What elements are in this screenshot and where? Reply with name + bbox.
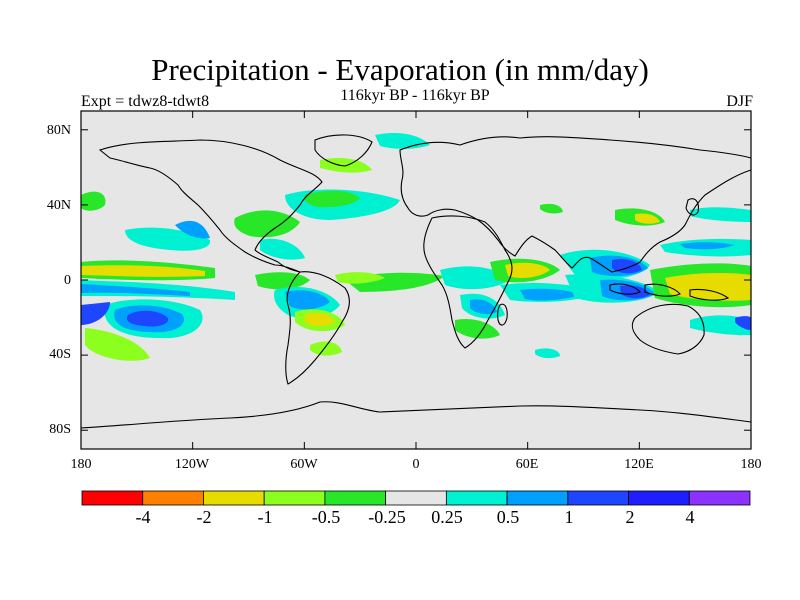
field-patch [620,285,650,299]
season-label: DJF [726,93,753,110]
field-patch [735,316,751,330]
field-patches [81,133,751,361]
lon-tick-label-120w: 120W [174,457,210,472]
field-patch [665,273,751,301]
field-patch [520,288,580,301]
coastline [644,283,681,297]
axis-ticks [80,111,752,449]
field-patch [335,272,385,284]
lon-tick-label-180e: 180 [740,457,762,472]
experiment-label: Expt = tdwz8-tdwt8 [81,93,210,110]
colorbar-swatch [81,490,144,506]
colorbar-swatch [385,490,447,506]
field-patch [535,348,560,359]
field-patch [81,191,106,211]
field-patch [81,265,205,277]
colorbar-label: 0.5 [496,507,520,527]
lon-tick-label-60e: 60E [515,457,539,472]
lat-tick-label-80n: 80N [46,123,71,138]
field-patch [81,302,110,325]
coastline [80,401,752,429]
colorbar-label: -0.25 [368,507,406,527]
colorbar-swatch [324,490,387,506]
colorbar-swatch [628,490,690,506]
lon-tick-label-180w: 180 [70,457,92,472]
lon-tick-label-120e: 120E [624,457,654,472]
lon-tick-label-0: 0 [412,457,420,472]
coastline [314,134,373,167]
colorbar-label: -4 [135,507,151,527]
colorbar-swatch [506,490,569,506]
field-patch [680,242,735,250]
colorbar-label: -2 [196,507,212,527]
field-patch [690,207,751,222]
field-patch [540,203,563,214]
coastline [497,303,508,326]
field-patch [234,210,300,238]
colorbar-swatch [203,490,265,506]
field-patch [505,262,550,278]
lat-tick-label-40s: 40S [49,347,71,362]
lat-tick-label-80s: 80S [49,422,71,437]
field-patch [470,299,497,315]
colorbar-label: 0.25 [431,507,463,527]
page-title: Precipitation - Evaporation (in mm/day) [151,52,649,87]
field-patch [175,220,210,239]
field-patch [285,290,330,310]
colorbar-label: -1 [257,507,273,527]
colorbar-label: 1 [564,507,574,527]
coastline [631,303,705,355]
coastline [423,215,513,349]
coastline [285,271,350,385]
field-patch [440,266,510,290]
colorbar-label: 2 [625,507,635,527]
lat-tick-label-40n: 40N [46,198,71,213]
colorbar-swatch [142,490,204,506]
field-patch [304,190,360,208]
coastline [609,283,641,295]
field-patch [635,213,660,224]
colorbar [81,490,751,506]
field-patch [260,238,305,260]
field-patch [85,328,150,361]
colorbar-label: 4 [685,507,695,527]
colorbar-swatch [445,490,508,506]
subtitle: 116kyr BP - 116kyr BP [340,87,490,104]
colorbar-swatch [688,490,751,506]
field-patch [455,318,500,339]
colorbar-swatch [567,490,629,506]
coastline [689,288,730,301]
field-patch [81,284,190,296]
colorbar-swatch [263,490,326,506]
field-patch [126,310,169,327]
coastline [98,139,323,273]
lat-tick-label-0: 0 [64,273,71,288]
coastline [399,136,752,273]
field-patch [305,312,335,327]
colorbar-label: -0.5 [311,507,341,527]
coastline [685,198,699,216]
field-patch [310,341,342,356]
coastlines [80,134,752,429]
lon-tick-label-60w: 60W [290,457,318,472]
